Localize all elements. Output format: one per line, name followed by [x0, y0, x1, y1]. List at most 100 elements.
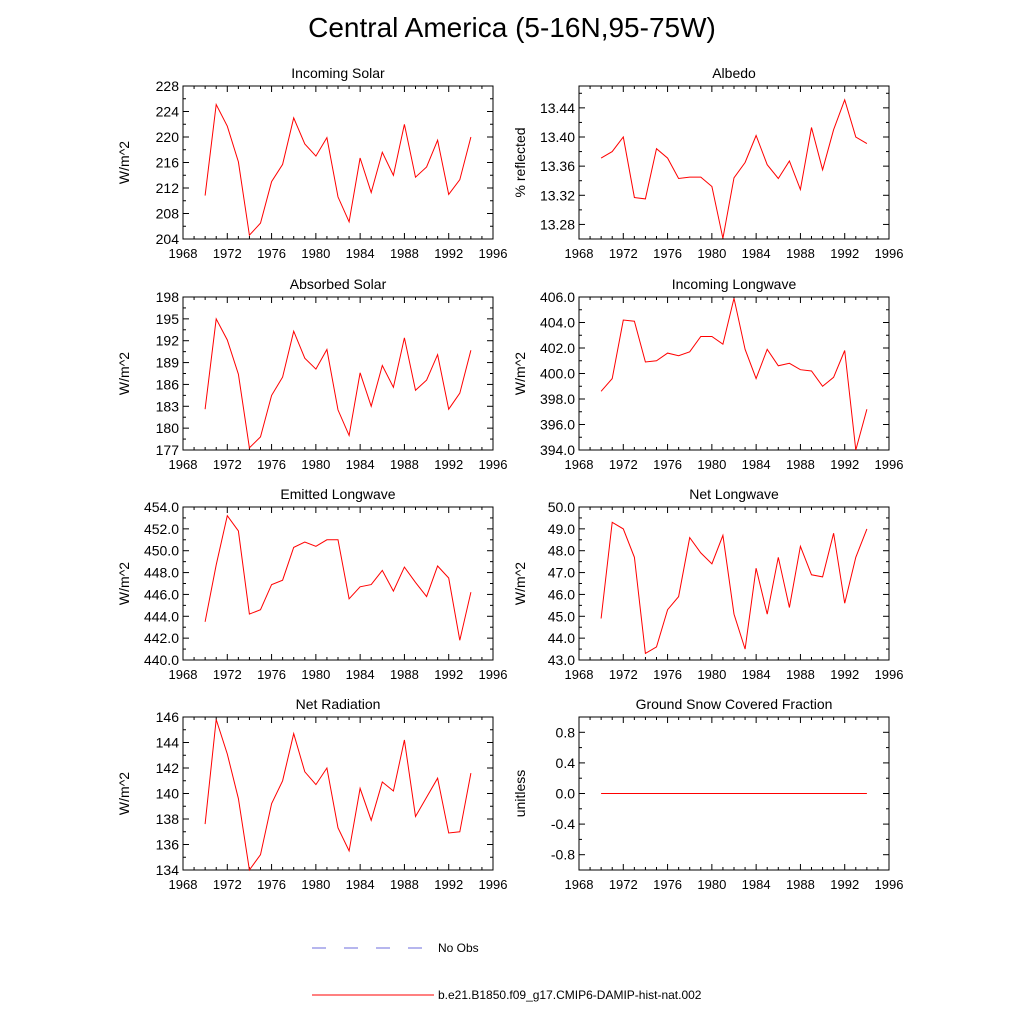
y-tick-label: 134 [156, 862, 180, 878]
x-tick-label: 1988 [786, 246, 815, 261]
series-line-1 [204, 317, 472, 449]
x-tick-label: 1992 [434, 457, 463, 472]
y-tick-label: 198 [156, 289, 180, 305]
chart-panel-5: Emitted Longwave W/m^2 1968 1972 1976 1980 198… [116, 486, 507, 682]
x-tick-label: 1968 [565, 457, 594, 472]
x-tick-label: 1980 [301, 246, 330, 261]
y-tick-label: 228 [156, 78, 180, 94]
x-tick-label: 1996 [479, 246, 508, 261]
legend-label-model: b.e21.B1850.f09_g17.CMIP6-DAMIP-hist-nat… [438, 988, 702, 1002]
x-tick-label: 1992 [830, 667, 859, 682]
y-tick-label: 450.0 [144, 543, 179, 559]
y-tick-label: 398.0 [540, 391, 575, 407]
y-tick-label: 446.0 [144, 586, 179, 602]
x-tick-label: 1976 [653, 667, 682, 682]
panel-title: Net Longwave [689, 486, 779, 502]
legend-model: b.e21.B1850.f09_g17.CMIP6-DAMIP-hist-nat… [312, 988, 701, 1002]
chart-panel-2: Albedo % reflected 1968 1972 1976 1980 1984 198… [512, 65, 903, 261]
series-line-1 [600, 521, 868, 655]
y-tick-label: 136 [156, 837, 180, 853]
y-axis-label: W/m^2 [116, 141, 132, 184]
y-tick-label: 13.32 [540, 187, 575, 203]
y-tick-label: 13.44 [540, 100, 575, 116]
legend-label-no-obs: No Obs [438, 941, 479, 955]
y-tick-label: 442.0 [144, 630, 179, 646]
x-tick-label: 1972 [609, 457, 638, 472]
y-axis-label: W/m^2 [512, 562, 528, 605]
y-tick-label: 48.0 [548, 543, 575, 559]
x-tick-label: 1976 [257, 457, 286, 472]
x-tick-label: 1972 [213, 877, 242, 892]
x-tick-label: 1968 [169, 877, 198, 892]
x-tick-label: 1988 [390, 246, 419, 261]
x-tick-label: 1992 [434, 877, 463, 892]
panel-title: Net Radiation [296, 696, 381, 712]
x-tick-label: 1984 [742, 457, 771, 472]
panel-title: Albedo [712, 65, 756, 81]
x-tick-label: 1984 [742, 246, 771, 261]
y-tick-label: 49.0 [548, 521, 575, 537]
y-axis-label: unitless [512, 770, 528, 817]
y-tick-label: 448.0 [144, 565, 179, 581]
x-tick-label: 1996 [875, 457, 904, 472]
x-tick-label: 1996 [479, 667, 508, 682]
y-tick-label: 43.0 [548, 652, 575, 668]
x-tick-label: 1996 [875, 667, 904, 682]
x-tick-label: 1972 [609, 246, 638, 261]
x-tick-label: 1984 [346, 457, 375, 472]
plot-frame [578, 85, 890, 240]
legend-line-swatch [312, 994, 434, 996]
panel-title: Ground Snow Covered Fraction [636, 696, 833, 712]
y-axis-label: W/m^2 [116, 352, 132, 395]
y-tick-label: 138 [156, 811, 180, 827]
y-tick-label: 177 [156, 442, 180, 458]
figure-title: Central America (5-16N,95-75W) [308, 12, 716, 43]
x-tick-label: 1972 [213, 246, 242, 261]
x-tick-label: 1988 [390, 877, 419, 892]
plot-frame [182, 716, 494, 871]
y-tick-label: 208 [156, 206, 180, 222]
x-tick-label: 1988 [786, 457, 815, 472]
y-tick-label: 400.0 [540, 366, 575, 382]
y-axis-label: W/m^2 [512, 352, 528, 395]
y-tick-label: -0.8 [551, 847, 575, 863]
y-tick-label: 204 [156, 231, 180, 247]
x-tick-label: 1992 [830, 246, 859, 261]
x-tick-label: 1980 [697, 457, 726, 472]
x-tick-label: 1988 [786, 667, 815, 682]
y-tick-label: 13.36 [540, 158, 575, 174]
y-axis-label: % reflected [512, 127, 528, 197]
y-tick-label: 50.0 [548, 499, 575, 515]
y-axis-label: W/m^2 [116, 772, 132, 815]
x-tick-label: 1980 [697, 246, 726, 261]
y-tick-label: 396.0 [540, 417, 575, 433]
x-tick-label: 1980 [301, 667, 330, 682]
x-tick-label: 1968 [169, 667, 198, 682]
y-tick-label: 454.0 [144, 499, 179, 515]
panel-title: Incoming Longwave [672, 276, 797, 292]
y-tick-label: 142 [156, 760, 180, 776]
x-tick-label: 1972 [213, 457, 242, 472]
x-tick-label: 1988 [390, 457, 419, 472]
x-tick-label: 1992 [434, 667, 463, 682]
y-tick-label: 0.8 [556, 724, 576, 740]
y-tick-label: 440.0 [144, 652, 179, 668]
y-tick-label: 0.4 [556, 755, 576, 771]
y-axis-label: W/m^2 [116, 562, 132, 605]
y-tick-label: 146 [156, 709, 180, 725]
x-tick-label: 1968 [565, 667, 594, 682]
y-tick-label: 45.0 [548, 608, 575, 624]
chart-panel-1: Incoming Solar W/m^2 1968 1972 1976 1980 1984 1… [116, 65, 507, 261]
y-tick-label: 0.0 [556, 786, 576, 802]
y-tick-label: 402.0 [540, 340, 575, 356]
x-tick-label: 1972 [609, 667, 638, 682]
x-tick-label: 1976 [257, 246, 286, 261]
x-tick-label: 1976 [653, 246, 682, 261]
plot-frame [182, 296, 494, 451]
panel-title: Absorbed Solar [290, 276, 387, 292]
y-tick-label: 140 [156, 786, 180, 802]
y-tick-label: 47.0 [548, 565, 575, 581]
y-tick-label: 180 [156, 420, 180, 436]
y-tick-label: 192 [156, 333, 180, 349]
